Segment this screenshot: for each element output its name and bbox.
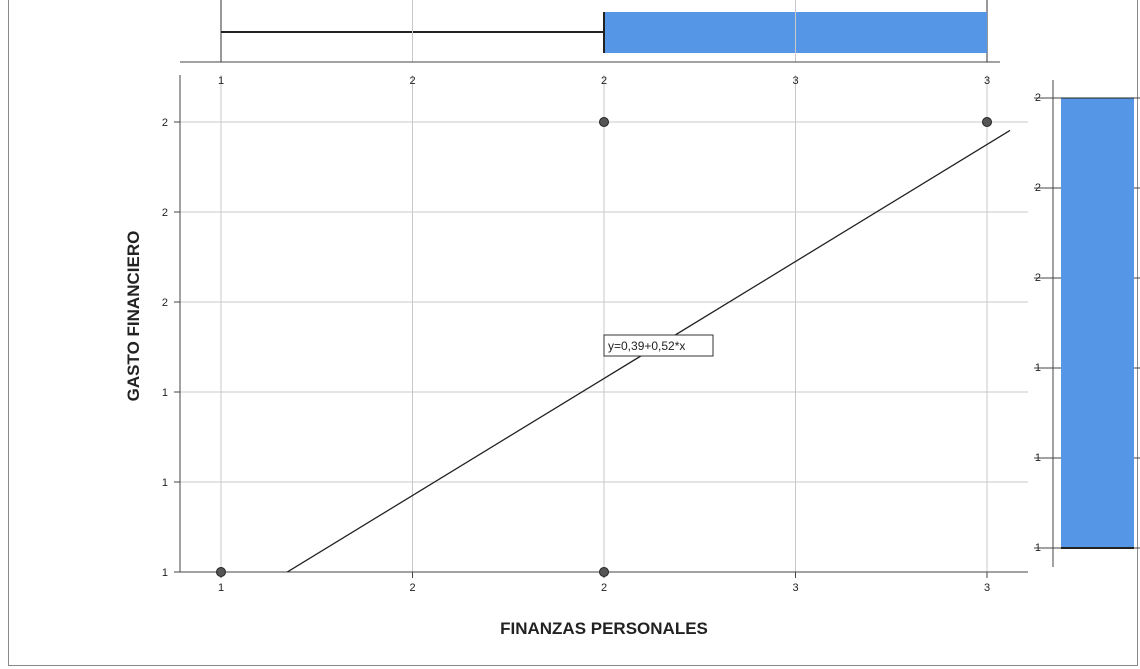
x-tick-label: 3: [792, 582, 798, 594]
x-tick-label: 1: [218, 582, 224, 594]
y-tick-label: 1: [162, 387, 168, 399]
x-tick-label: 2: [409, 582, 415, 594]
y-tick-label: 2: [162, 117, 168, 129]
x-tick-label: 3: [984, 582, 990, 594]
y-tick-label: 1: [162, 477, 168, 489]
right-tick-label: 1: [1035, 452, 1041, 464]
y-tick-label: 2: [162, 207, 168, 219]
x-tick-label-top: 3: [984, 75, 990, 87]
y-tick-label: 1: [162, 567, 168, 579]
scatter-point: [599, 567, 609, 577]
scatter-point: [982, 117, 992, 127]
scatter-point: [216, 567, 226, 577]
main-plot: 1 1 2 2 2 2 3 3 3 3 1 1 1 2 2 2 y=0,39+0,52*x: [162, 75, 1028, 594]
chart-frame: [8, 0, 1138, 666]
right-tick-label: 2: [1035, 182, 1041, 194]
y-tick-label: 2: [162, 297, 168, 309]
fit-equation-label: y=0,39+0,52*x: [603, 334, 714, 357]
fit-equation-text: y=0,39+0,52*x: [608, 339, 685, 353]
right-box: [1061, 98, 1134, 548]
right-boxplot: 1 1 1 2 2 2: [1034, 80, 1140, 567]
fit-equation-box: [603, 334, 714, 357]
top-boxplot: [180, 0, 1000, 63]
x-tick-label-top: 2: [601, 75, 607, 87]
x-tick-label-top: 1: [218, 75, 224, 87]
fit-line: [286, 129, 1011, 572]
right-tick-label: 1: [1035, 542, 1041, 554]
right-tick-label: 2: [1035, 92, 1041, 104]
y-axis-title: GASTO FINANCIERO: [124, 231, 143, 402]
x-tick-label-top: 2: [409, 75, 415, 87]
right-tick-label: 2: [1035, 272, 1041, 284]
x-tick-label-top: 3: [792, 75, 798, 87]
scatter-point: [599, 117, 609, 127]
right-tick-label: 1: [1035, 362, 1041, 374]
x-axis-title: FINANZAS PERSONALES: [500, 619, 708, 638]
x-tick-label: 2: [601, 582, 607, 594]
